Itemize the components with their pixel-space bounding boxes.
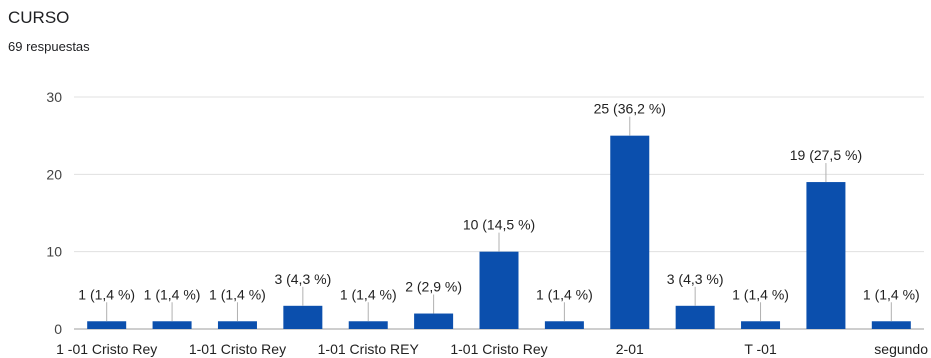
bar bbox=[414, 313, 454, 329]
data-label: 10 (14,5 %) bbox=[463, 217, 535, 233]
y-tick-label: 10 bbox=[46, 244, 62, 260]
y-tick-label: 0 bbox=[54, 321, 62, 337]
bar bbox=[152, 321, 192, 329]
bar bbox=[806, 182, 846, 329]
data-label: 1 (1,4 %) bbox=[863, 286, 920, 302]
data-label: 1 (1,4 %) bbox=[340, 286, 397, 302]
data-label: 3 (4,3 %) bbox=[667, 271, 724, 287]
bar bbox=[217, 321, 257, 329]
x-tick-label: 2-01 bbox=[616, 341, 644, 357]
y-tick-label: 20 bbox=[46, 166, 62, 182]
bar bbox=[675, 305, 715, 329]
data-label: 2 (2,9 %) bbox=[405, 279, 462, 295]
data-label: 3 (4,3 %) bbox=[274, 271, 331, 287]
bar bbox=[741, 321, 781, 329]
data-label: 19 (27,5 %) bbox=[790, 147, 862, 163]
bar bbox=[283, 305, 323, 329]
data-label: 1 (1,4 %) bbox=[732, 286, 789, 302]
y-tick-label: 30 bbox=[46, 89, 62, 105]
bar bbox=[479, 251, 519, 329]
bar bbox=[348, 321, 388, 329]
x-tick-label: T -01 bbox=[744, 341, 777, 357]
bar bbox=[871, 321, 911, 329]
x-tick-label: 1-01 Cristo Rey bbox=[189, 341, 286, 357]
x-tick-label: 1-01 Cristo Rey bbox=[450, 341, 547, 357]
bar bbox=[87, 321, 127, 329]
data-label: 1 (1,4 %) bbox=[536, 286, 593, 302]
bar bbox=[544, 321, 584, 329]
data-label: 25 (36,2 %) bbox=[594, 101, 666, 117]
response-count: 69 respuestas bbox=[8, 39, 90, 54]
x-tick-label: 1-01 Cristo REY bbox=[318, 341, 420, 357]
bar bbox=[610, 135, 650, 329]
data-label: 1 (1,4 %) bbox=[78, 286, 135, 302]
x-tick-label: segundo bbox=[874, 341, 928, 357]
chart-title: CURSO bbox=[8, 8, 70, 27]
data-label: 1 (1,4 %) bbox=[209, 286, 266, 302]
data-label: 1 (1,4 %) bbox=[144, 286, 201, 302]
x-tick-label: 1 -01 Cristo Rey bbox=[56, 341, 157, 357]
